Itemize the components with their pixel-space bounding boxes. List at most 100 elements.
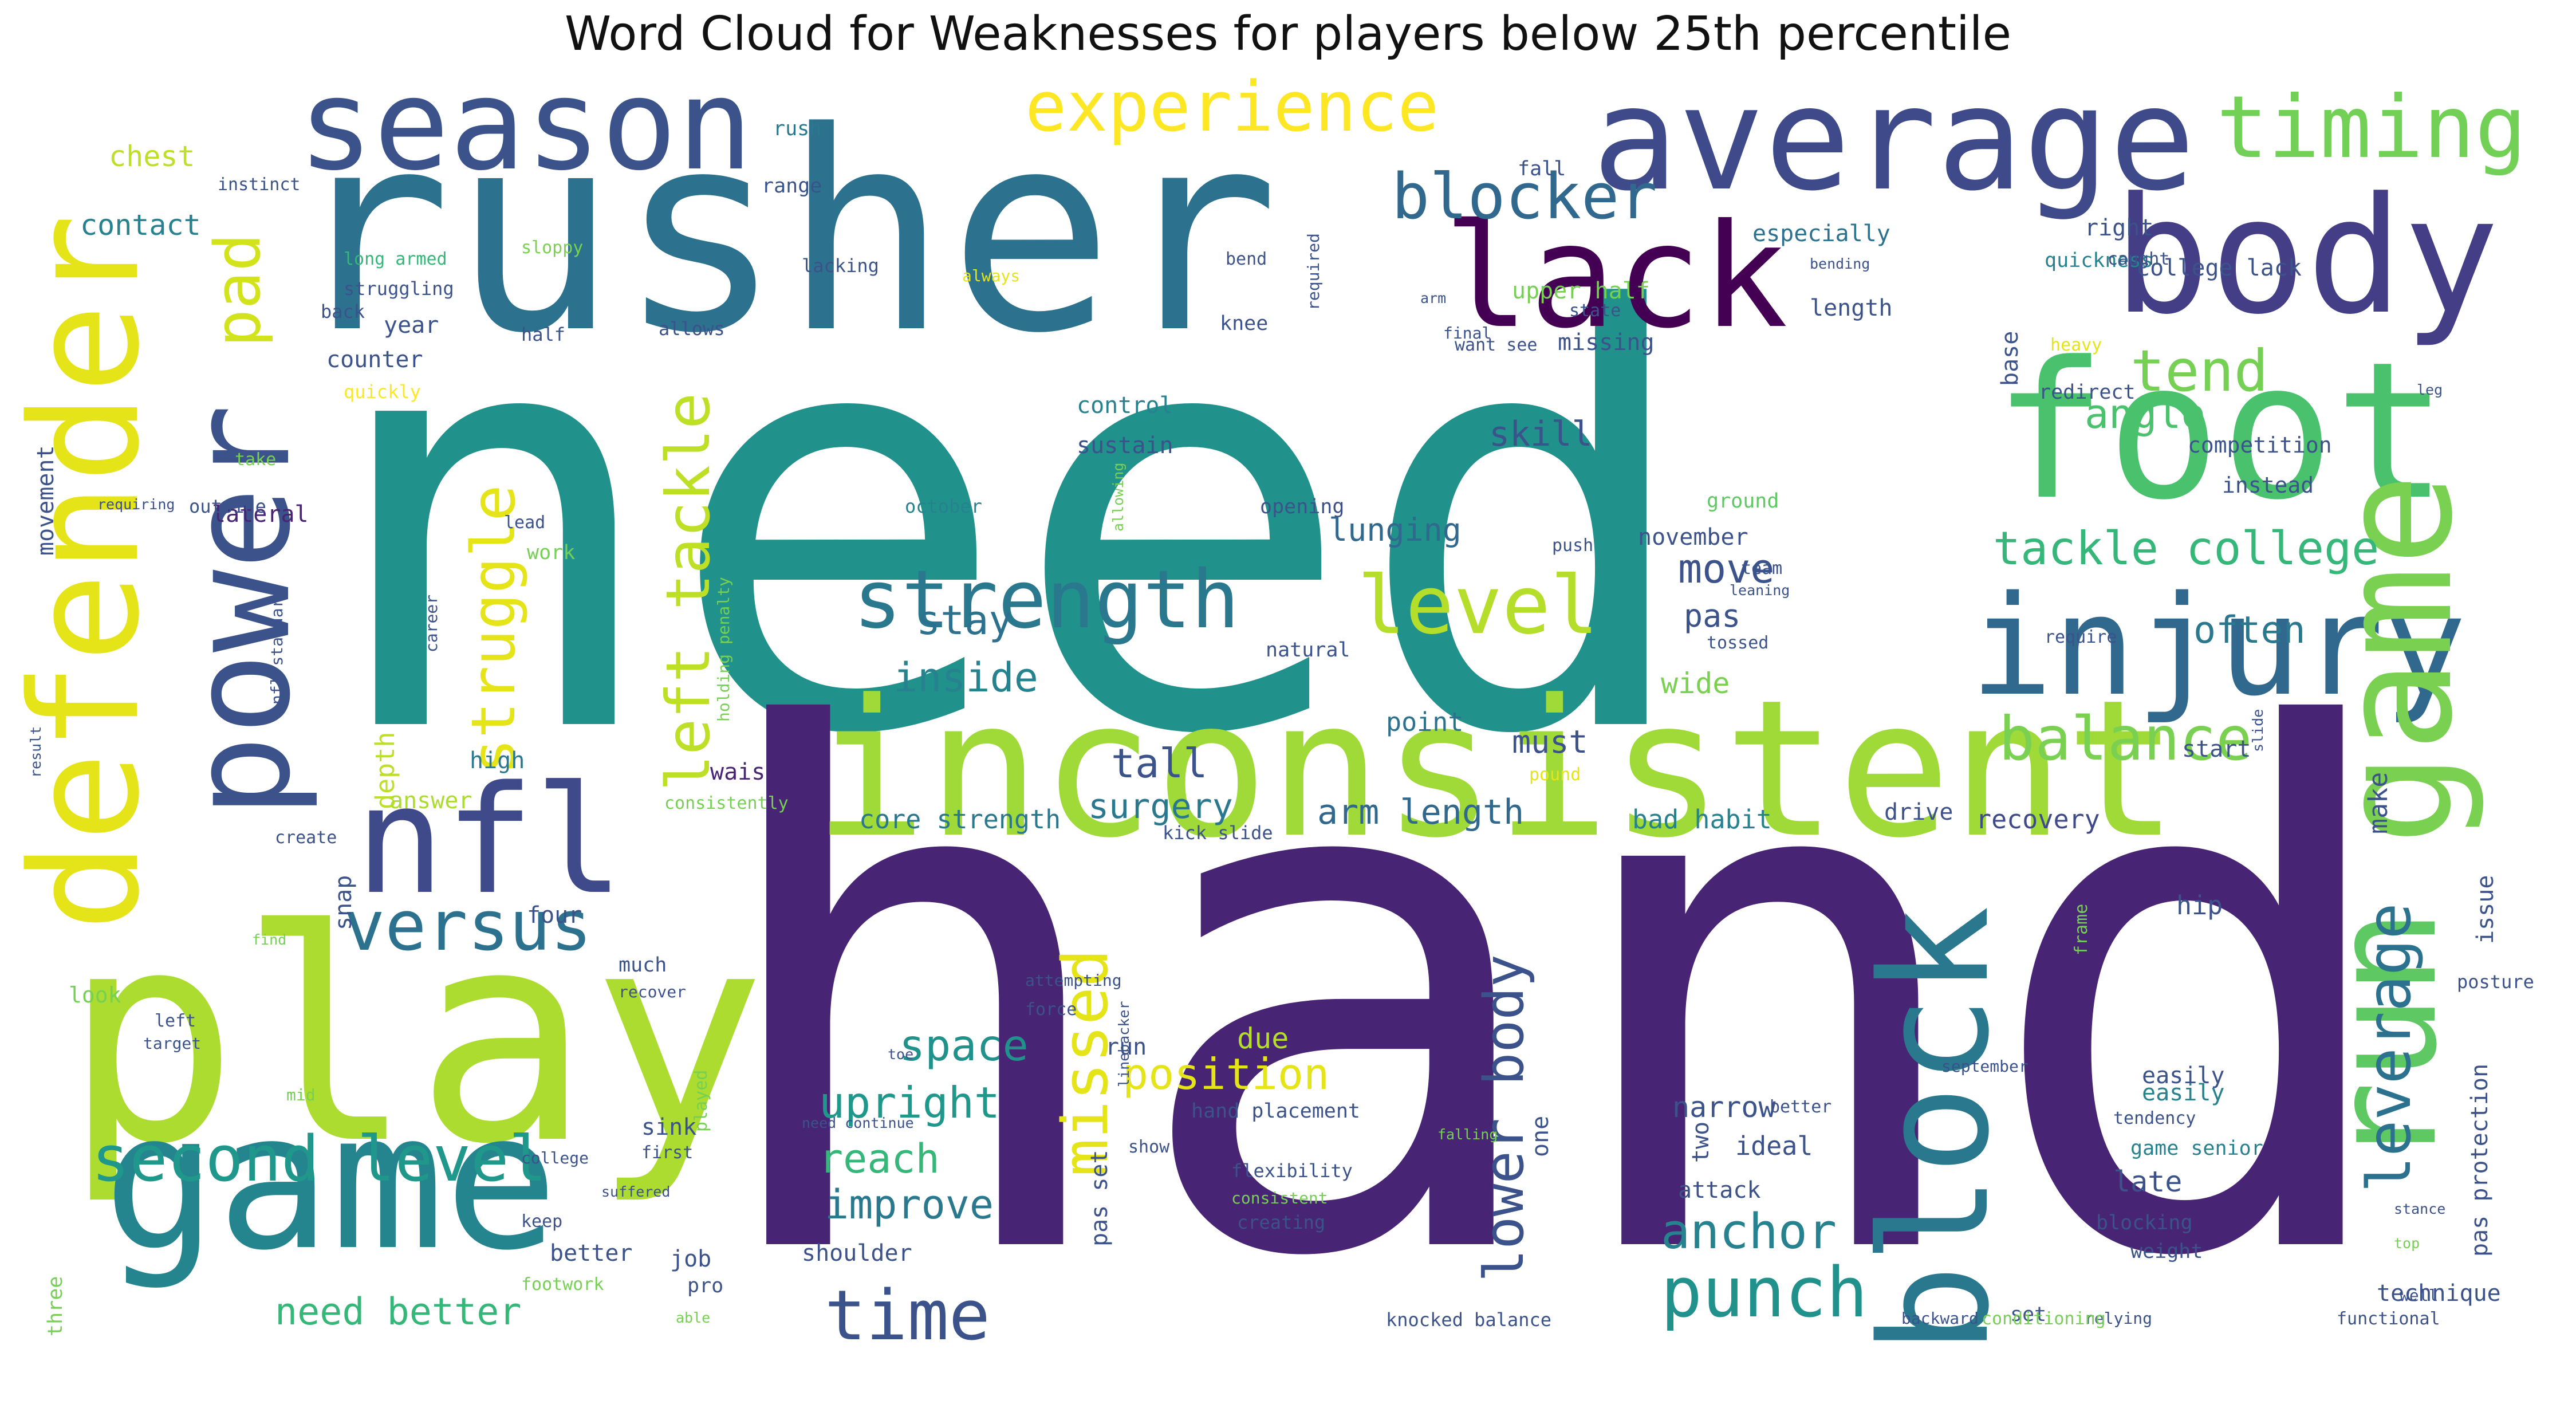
cloud-word: snap (330, 875, 357, 930)
cloud-word: start (2182, 736, 2251, 762)
cloud-word: take (235, 450, 277, 470)
cloud-word: opening (1260, 495, 1345, 518)
cloud-word: surgery (1088, 786, 1233, 827)
cloud-word: strength (853, 553, 1240, 647)
cloud-word: lacking (802, 255, 879, 277)
cloud-word: look (69, 982, 121, 1008)
cloud-word: left (155, 1011, 196, 1031)
cloud-word: versus (344, 887, 592, 966)
cloud-word: late (2113, 1165, 2183, 1198)
cloud-word: pas set (1086, 1150, 1113, 1246)
cloud-word: posture (2457, 971, 2534, 993)
cloud-word: must (1512, 723, 1588, 760)
cloud-word: caught (2108, 249, 2170, 269)
cloud-word: second level (92, 1122, 547, 1195)
cloud-word: right (2085, 215, 2154, 241)
cloud-word: blocker (1392, 160, 1657, 233)
cloud-word: answer (389, 788, 472, 814)
cloud-word: recover (619, 982, 687, 1001)
cloud-word: experience (1025, 68, 1439, 147)
cloud-word: waist (710, 759, 779, 785)
cloud-word: outside (189, 495, 266, 517)
cloud-word: leg (2417, 381, 2443, 398)
cloud-word: pound (1529, 765, 1581, 785)
cloud-word: chest (109, 140, 195, 173)
cloud-word: need (321, 192, 1700, 859)
cloud-word: consistent (1231, 1189, 1328, 1208)
cloud-word: run (1105, 1034, 1147, 1060)
cloud-word: half (521, 324, 566, 345)
cloud-word: kick slide (1163, 822, 1273, 844)
cloud-word: base (1997, 331, 2023, 386)
cloud-word: required (1304, 233, 1323, 311)
cloud-word: missing (1558, 329, 1655, 356)
cloud-word: able (676, 1309, 711, 1326)
cloud-word: backward (1901, 1309, 1979, 1328)
cloud-word: easily (2142, 1080, 2225, 1106)
cloud-word: issue (2472, 875, 2499, 944)
cloud-word: play (63, 868, 767, 1208)
cloud-word: reach (819, 1135, 940, 1182)
cloud-word: back (321, 301, 365, 322)
cloud-word: well (2400, 1286, 2439, 1305)
cloud-word: bad habit (1632, 804, 1772, 835)
cloud-word: pas protection (2467, 1063, 2493, 1257)
cloud-word: narrow (1672, 1091, 1776, 1124)
cloud-word: upper half (1512, 278, 1650, 304)
cloud-word: arm length (1317, 792, 1525, 832)
cloud-word: recovery (1976, 804, 2100, 835)
cloud-word: force (1025, 1000, 1077, 1020)
cloud-word: push (1552, 536, 1594, 556)
cloud-word: upright (819, 1077, 1001, 1128)
cloud-word: average (1592, 56, 2196, 222)
cloud-word: allowing (1110, 462, 1126, 532)
cloud-word: level (1357, 559, 1599, 652)
cloud-word: always (962, 266, 1021, 285)
cloud-word: wide (1661, 667, 1730, 700)
cloud-word: ground (1707, 490, 1779, 513)
cloud-word: team (1741, 558, 1783, 579)
cloud-word: leverage (2354, 903, 2424, 1193)
cloud-word: target (143, 1034, 202, 1053)
cloud-word: high (470, 748, 525, 774)
cloud-word: balance (1999, 704, 2252, 774)
cloud-word: bending (1810, 255, 1870, 272)
cloud-word: easily (2142, 1063, 2225, 1089)
cloud-word: attack (1678, 1177, 1761, 1203)
cloud-word: footwork (521, 1275, 604, 1295)
cloud-word: hip (2176, 890, 2223, 921)
cloud-word: core strength (859, 804, 1061, 835)
cloud-word: inconsistent (813, 659, 2179, 879)
cloud-word: often (2193, 609, 2306, 652)
cloud-word: drive (1884, 799, 1953, 825)
cloud-word: weight (2130, 1240, 2203, 1263)
cloud-word: pad (201, 233, 274, 347)
cloud-word: frame (2071, 903, 2091, 955)
cloud-word: two (1688, 1121, 1714, 1163)
cloud-word: game senior (2130, 1137, 2263, 1160)
cloud-word: rush (773, 117, 822, 140)
cloud-word: three (44, 1276, 67, 1336)
cloud-word: stay (916, 597, 1013, 644)
cloud-word: want see (1455, 335, 1538, 355)
cloud-word: lack (1443, 193, 1789, 360)
cloud-word: time (825, 1276, 990, 1356)
cloud-word: college lack (2136, 255, 2302, 281)
cloud-word: fall (1518, 158, 1566, 180)
cloud-word: lunging (1329, 512, 1462, 548)
cloud-word: improve (825, 1181, 994, 1228)
cloud-word: movement (33, 445, 59, 556)
cloud-word: falling (1437, 1126, 1498, 1143)
cloud-word: final (1443, 324, 1492, 343)
cloud-word: top (2394, 1235, 2420, 1252)
cloud-word: sink (641, 1114, 697, 1140)
cloud-word: functional (2337, 1309, 2440, 1329)
cloud-word: need better (275, 1291, 522, 1334)
cloud-word: attempting (1025, 971, 1122, 990)
cloud-word: work (527, 541, 576, 564)
cloud-word: tendency (2113, 1108, 2196, 1128)
cloud-word: heavy (2050, 335, 2102, 355)
cloud-word: september (1941, 1057, 2028, 1076)
cloud-word: nfl standard (267, 588, 286, 705)
cloud-word: season (298, 52, 753, 198)
